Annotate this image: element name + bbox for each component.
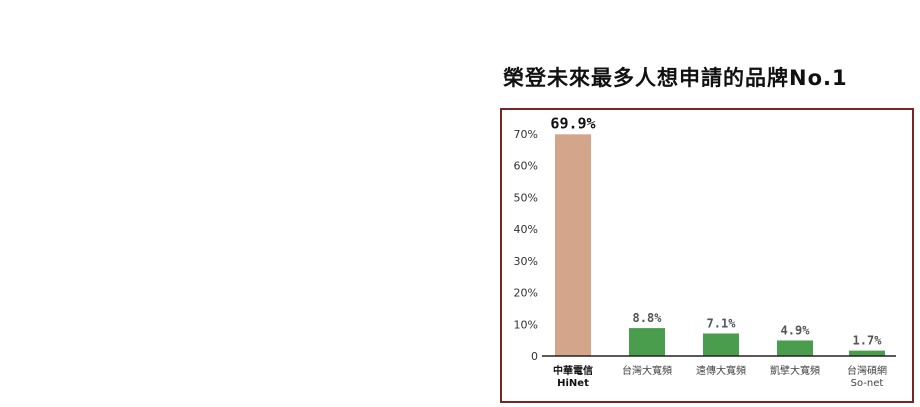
bar: [777, 340, 813, 356]
bar: [849, 350, 885, 356]
y-tick-label: 30%: [514, 255, 538, 268]
bar: [629, 328, 665, 356]
bar: [555, 134, 591, 356]
y-tick-label: 50%: [514, 191, 538, 204]
x-tick-label: So-net: [851, 378, 884, 389]
x-tick-label: 台灣碩網: [847, 364, 887, 377]
y-tick-label: 20%: [514, 287, 538, 300]
x-tick-label: 遠傳大寬頻: [696, 364, 746, 377]
bar: [703, 333, 739, 356]
data-label: 69.9%: [550, 114, 595, 132]
y-tick-label: 70%: [514, 128, 538, 141]
data-label: 7.1%: [707, 316, 737, 330]
y-tick-label: 60%: [514, 160, 538, 173]
x-tick-label: 中華電信: [553, 364, 593, 377]
x-tick-label: 凱擘大寬頻: [770, 364, 820, 377]
y-tick-label: 10%: [514, 318, 538, 331]
y-tick-label: 0: [531, 350, 538, 363]
y-tick-label: 40%: [514, 223, 538, 236]
data-label: 4.9%: [781, 323, 811, 337]
x-tick-label: HiNet: [557, 378, 589, 389]
data-label: 8.8%: [633, 311, 663, 325]
x-tick-label: 台灣大寬頻: [622, 364, 672, 377]
chart-title: 榮登未來最多人想申請的品牌No.1: [503, 66, 848, 90]
data-label: 1.7%: [853, 334, 883, 348]
